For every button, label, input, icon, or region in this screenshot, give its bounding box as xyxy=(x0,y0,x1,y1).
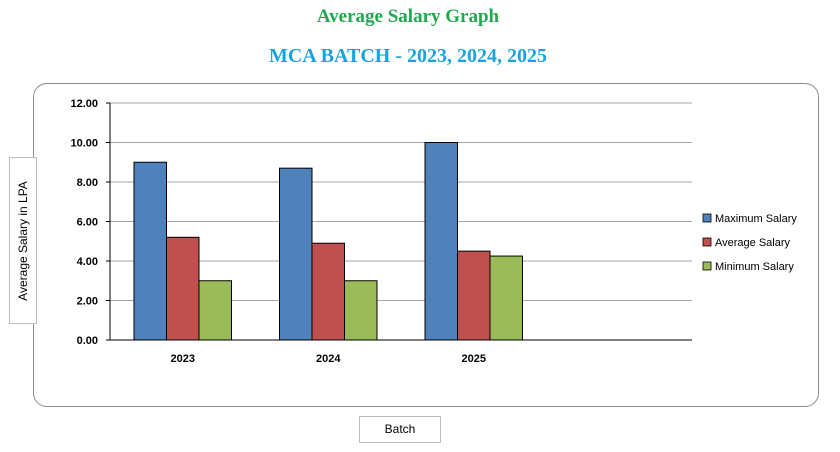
legend-swatch xyxy=(702,261,712,271)
y-tick-label: 2.00 xyxy=(77,296,98,308)
chart-title: Average Salary Graph xyxy=(316,6,500,27)
bar-average-salary-2025 xyxy=(457,250,491,341)
x-axis-title: Batch xyxy=(359,416,441,443)
x-tick-label: 2023 xyxy=(171,353,195,365)
y-axis-title-box: Average Salary in LPA xyxy=(9,157,37,324)
y-tick-label: 8.00 xyxy=(77,177,98,189)
bar-minimum-salary-2025 xyxy=(489,255,523,341)
chart-subtitle: MCA BATCH - 2023, 2024, 2025 xyxy=(269,45,547,67)
bar-minimum-salary-2024 xyxy=(344,280,378,341)
bar-maximum-salary-2025 xyxy=(424,142,458,341)
legend-swatch xyxy=(702,237,712,247)
y-tick-label: 12.00 xyxy=(70,98,98,110)
x-tick-label: 2025 xyxy=(462,353,486,365)
bar-maximum-salary-2024 xyxy=(279,167,313,341)
legend-label: Minimum Salary xyxy=(715,261,794,273)
bar-maximum-salary-2023 xyxy=(133,161,167,341)
x-tick-label: 2024 xyxy=(316,353,341,365)
legend-label: Average Salary xyxy=(715,237,791,249)
y-tick-label: 10.00 xyxy=(70,138,98,150)
y-tick-label: 0.00 xyxy=(77,335,98,347)
bar-average-salary-2024 xyxy=(311,242,345,341)
legend-swatch xyxy=(702,213,712,223)
bar-average-salary-2023 xyxy=(166,236,200,341)
y-tick-label: 6.00 xyxy=(77,217,98,229)
legend-label: Maximum Salary xyxy=(715,213,797,225)
y-axis-title: Average Salary in LPA xyxy=(16,180,30,301)
bar-minimum-salary-2023 xyxy=(198,280,232,341)
y-tick-label: 4.00 xyxy=(77,256,98,268)
